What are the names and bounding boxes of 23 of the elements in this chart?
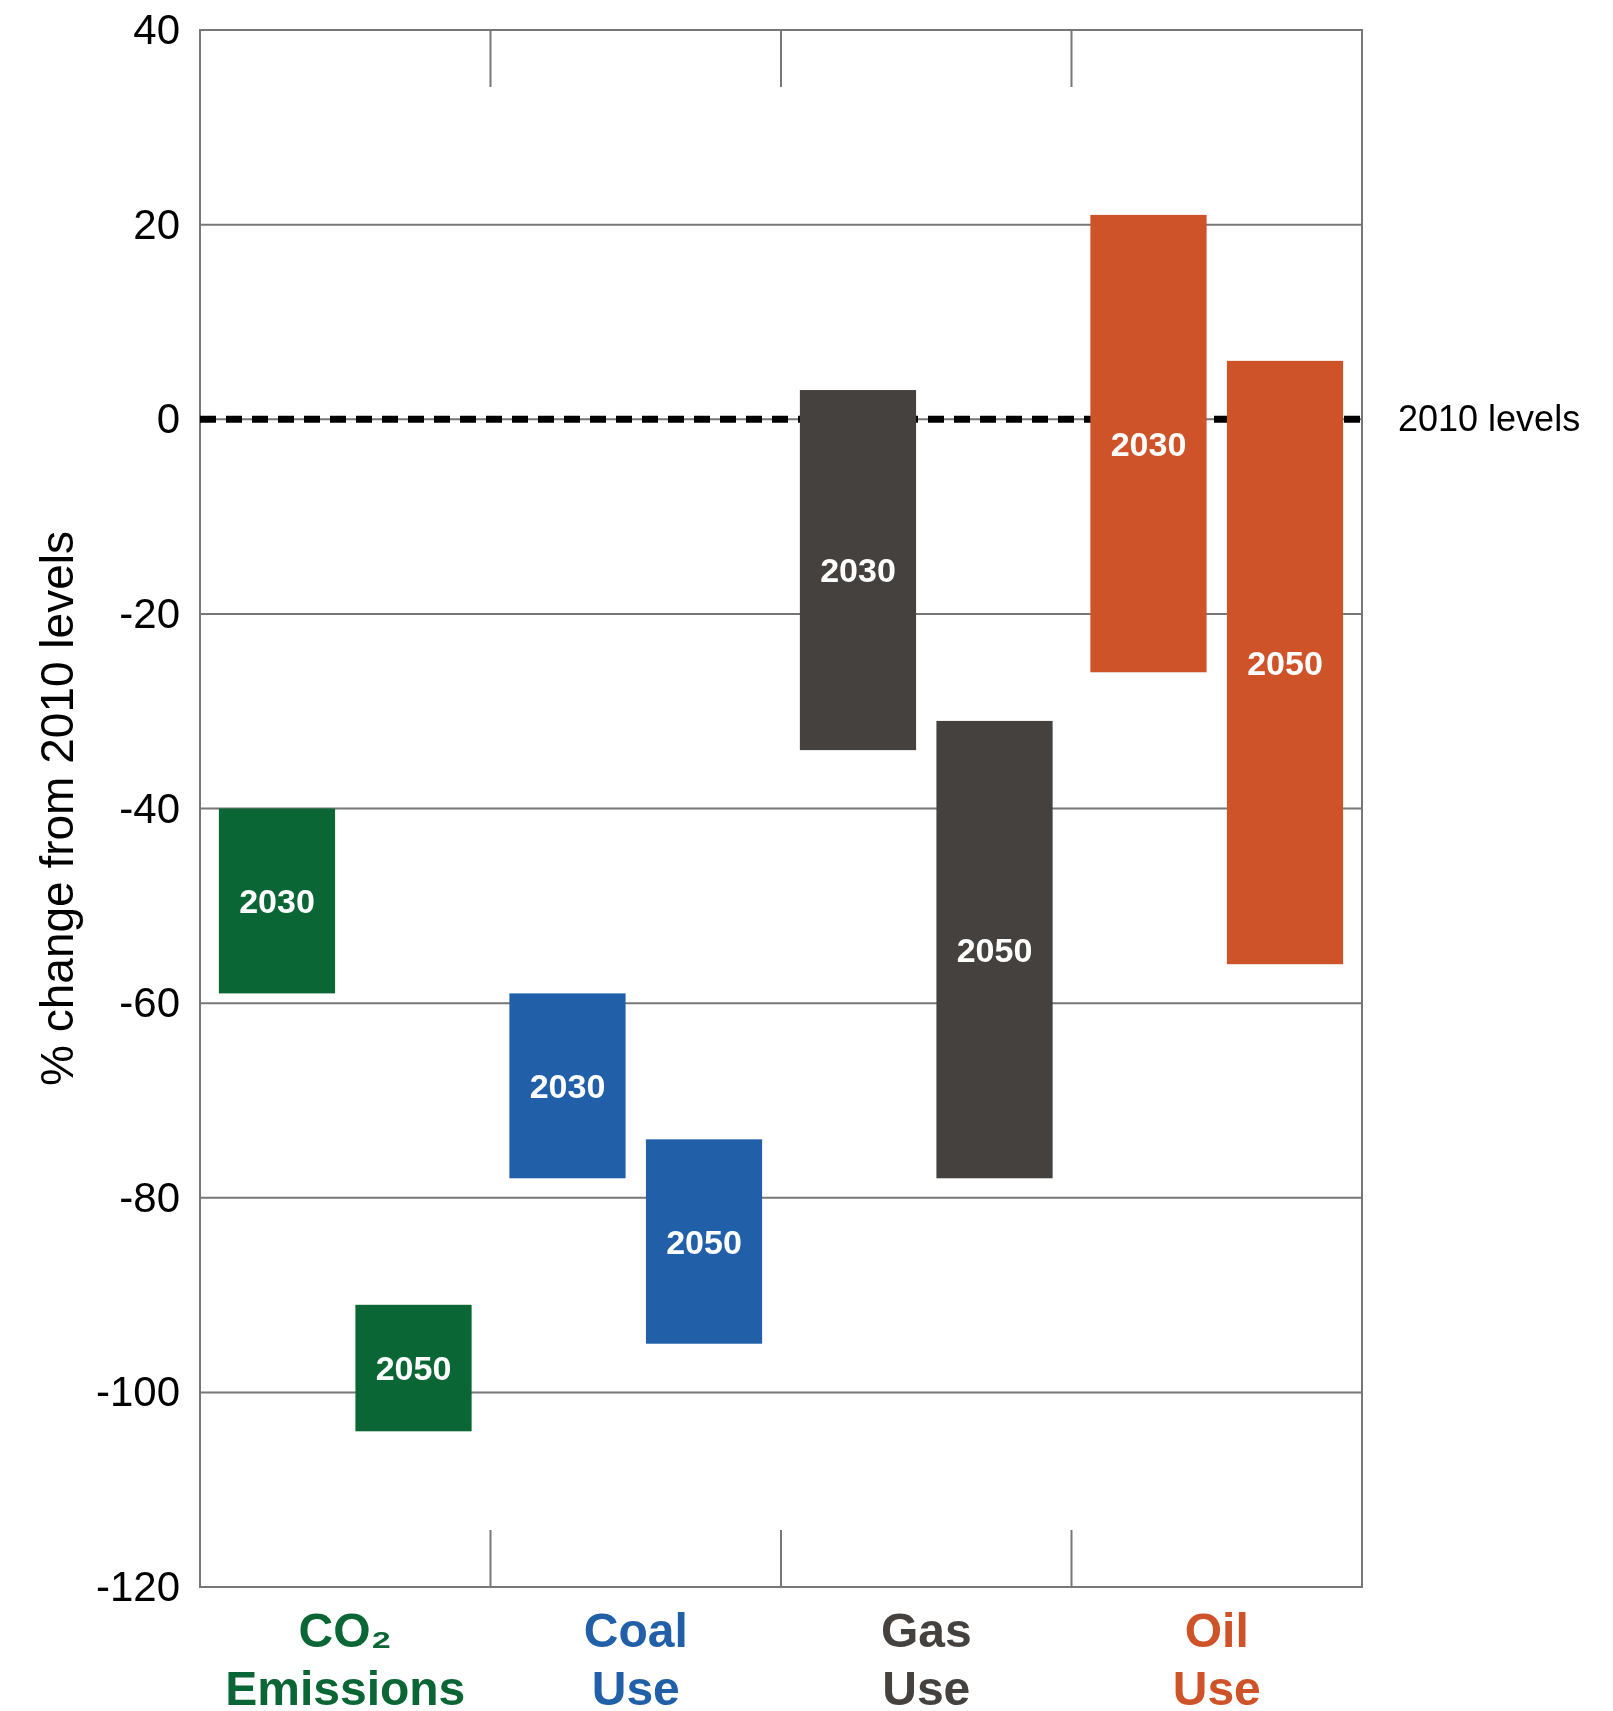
text: 2030 [820, 551, 896, 590]
y-tick-label: -80 [119, 1173, 180, 1221]
text: 2050 [666, 1222, 742, 1261]
x-tick-label: CO₂ Emissions [225, 1604, 466, 1711]
ref-line-label: 2010 levels [1398, 398, 1581, 440]
series-label: 2050 [375, 1349, 452, 1388]
y-tick-label: 20 [133, 200, 180, 248]
y-tick-label: -40 [119, 784, 180, 832]
text: 2050 [956, 930, 1033, 969]
y-tick-label: 40 [133, 6, 180, 53]
y-axis-title: % change from 2010 levels [31, 531, 83, 1086]
x-tick-label: Oil Use [1172, 1604, 1261, 1711]
text: 2030 [529, 1066, 606, 1105]
text: 2050 [1247, 643, 1323, 682]
x-tick-label: Coal Use [583, 1604, 688, 1711]
y-tick-label: -60 [119, 979, 180, 1027]
y-tick-label: -120 [95, 1563, 180, 1610]
y-tick-label: -100 [95, 1368, 180, 1416]
text: 2030 [1110, 424, 1187, 463]
series-label: 2030 [239, 881, 315, 920]
x-tick-label: Gas Use [880, 1604, 972, 1711]
y-tick-label: -20 [119, 589, 180, 637]
y-tick-label: 0 [156, 395, 180, 443]
